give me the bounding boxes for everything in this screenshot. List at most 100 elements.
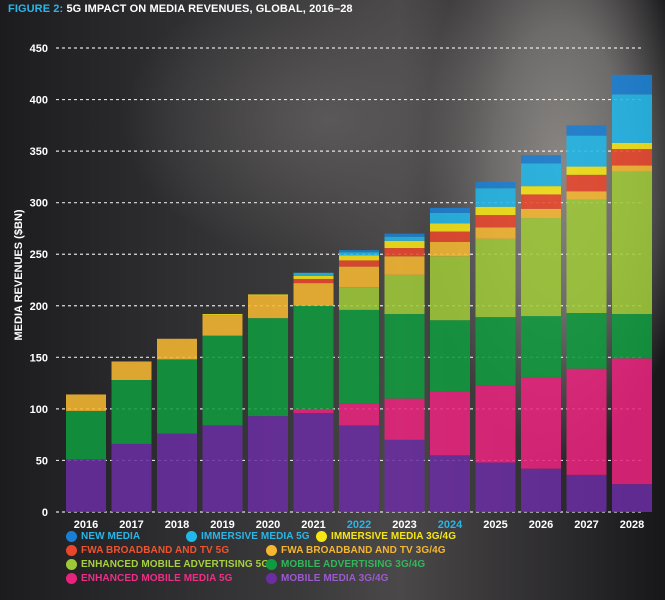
- bar-segment: [521, 316, 561, 378]
- figure-label: FIGURE 2:: [8, 3, 64, 15]
- bar-segment: [111, 443, 152, 512]
- bar-segment: [293, 275, 334, 279]
- bar-segment: [66, 410, 106, 460]
- y-tick-label: 50: [36, 455, 48, 467]
- bar-segment: [430, 256, 470, 321]
- x-tick-label: 2016: [74, 519, 98, 531]
- legend-row: ENHANCED MOBILE ADVERTISING 5G MOBILE ADV…: [66, 559, 656, 570]
- legend-label: MOBILE ADVERTISING 3G/4G: [281, 559, 426, 570]
- bar-segment: [475, 206, 516, 216]
- x-tick-label: 2026: [529, 519, 553, 531]
- y-tick-label: 150: [30, 352, 48, 364]
- y-tick-label: 350: [30, 146, 48, 158]
- bar-segment: [566, 199, 607, 313]
- bar-segment: [157, 338, 197, 360]
- figure-title: FIGURE 2: 5G IMPACT ON MEDIA REVENUES, G…: [8, 3, 353, 15]
- bar-segment: [475, 188, 516, 207]
- legend-item: NEW MEDIA: [66, 531, 186, 542]
- bar-segment: [384, 398, 425, 440]
- bar-segment: [430, 207, 470, 213]
- bar-segment: [339, 403, 379, 426]
- bar-segment: [339, 287, 379, 310]
- bar-segment: [384, 233, 425, 237]
- legend-item: MOBILE MEDIA 3G/4G: [266, 573, 526, 584]
- bar-segment: [612, 165, 652, 172]
- legend-label: IMMERSIVE MEDIA 3G/4G: [331, 531, 457, 542]
- y-tick-label: 400: [30, 95, 48, 107]
- bar-segment: [612, 74, 652, 95]
- bar-segment: [293, 305, 334, 409]
- bar-segment: [157, 433, 197, 512]
- bar-segment: [339, 309, 379, 404]
- legend-swatch-icon: [266, 573, 277, 584]
- bar-segment: [612, 358, 652, 485]
- x-tick-label: 2023: [392, 519, 416, 531]
- bar-segment: [339, 250, 379, 253]
- bar-segment: [202, 314, 243, 316]
- legend-swatch-icon: [66, 545, 77, 556]
- bar-segment: [248, 295, 288, 319]
- bar-segment: [521, 218, 561, 317]
- bar-segment: [566, 174, 607, 192]
- legend-item: ENHANCED MOBILE ADVERTISING 5G: [66, 559, 269, 570]
- bar-segment: [293, 283, 334, 306]
- bar-segment: [111, 361, 152, 381]
- bar-segment: [339, 266, 379, 288]
- bar-segment: [521, 163, 561, 187]
- bar-segment: [339, 255, 379, 261]
- bar-segment: [521, 155, 561, 164]
- legend-item: IMMERSIVE MEDIA 3G/4G: [316, 531, 516, 542]
- bar-segment: [293, 413, 334, 512]
- bar-segment: [293, 278, 334, 284]
- bar-segment: [566, 191, 607, 200]
- x-tick-label: 2027: [574, 519, 598, 531]
- x-tick-label: 2018: [165, 519, 189, 531]
- bar-segment: [475, 385, 516, 463]
- bar-segment: [521, 468, 561, 512]
- x-tick-label: 2025: [483, 519, 507, 531]
- legend-item: ENHANCED MOBILE MEDIA 5G: [66, 573, 266, 584]
- y-tick-label: 0: [42, 507, 48, 519]
- bar-segment: [475, 462, 516, 512]
- bar-segment: [566, 125, 607, 136]
- legend-swatch-icon: [186, 531, 197, 542]
- bar-segment: [293, 272, 334, 276]
- bar-segment: [430, 223, 470, 232]
- figure-title-text: 5G IMPACT ON MEDIA REVENUES, GLOBAL, 201…: [66, 3, 353, 15]
- legend-item: MOBILE ADVERTISING 3G/4G: [266, 559, 526, 570]
- bar-segment: [566, 135, 607, 167]
- bar-segment: [612, 171, 652, 315]
- bar-segment: [248, 294, 288, 296]
- bar-segment: [384, 236, 425, 241]
- bar-segment: [521, 186, 561, 195]
- bar-segment: [475, 182, 516, 189]
- x-tick-label: 2024: [438, 519, 463, 531]
- x-tick-label: 2022: [347, 519, 371, 531]
- y-tick-label: 300: [30, 198, 48, 210]
- legend-item: FWA BROADBAND AND TV 5G: [66, 545, 266, 556]
- legend-label: FWA BROADBAND AND TV 3G/4G: [281, 545, 446, 556]
- bar-segment: [521, 208, 561, 219]
- bar-segment: [521, 194, 561, 209]
- legend-label: IMMERSIVE MEDIA 5G: [201, 531, 310, 542]
- legend-row: NEW MEDIA IMMERSIVE MEDIA 5G IMMERSIVE MED…: [66, 531, 656, 542]
- legend-row: ENHANCED MOBILE MEDIA 5G MOBILE MEDIA 3G/…: [66, 573, 656, 584]
- bar-segment: [612, 149, 652, 166]
- bar-segment: [384, 240, 425, 249]
- legend-swatch-icon: [66, 559, 77, 570]
- bar-segment: [566, 368, 607, 475]
- bar-segment: [612, 484, 652, 512]
- y-tick-label: 200: [30, 301, 48, 313]
- bar-segment: [384, 439, 425, 512]
- bar-segment: [202, 335, 243, 426]
- x-tick-label: 2019: [210, 519, 234, 531]
- bar-segment: [339, 425, 379, 512]
- legend-label: ENHANCED MOBILE MEDIA 5G: [81, 573, 233, 584]
- legend-swatch-icon: [66, 573, 77, 584]
- x-tick-label: 2017: [119, 519, 143, 531]
- legend-label: FWA BROADBAND AND TV 5G: [81, 545, 230, 556]
- bar-segment: [566, 166, 607, 175]
- legend-item: FWA BROADBAND AND TV 3G/4G: [266, 545, 526, 556]
- bar-segment: [384, 256, 425, 275]
- bar-segment: [430, 455, 470, 512]
